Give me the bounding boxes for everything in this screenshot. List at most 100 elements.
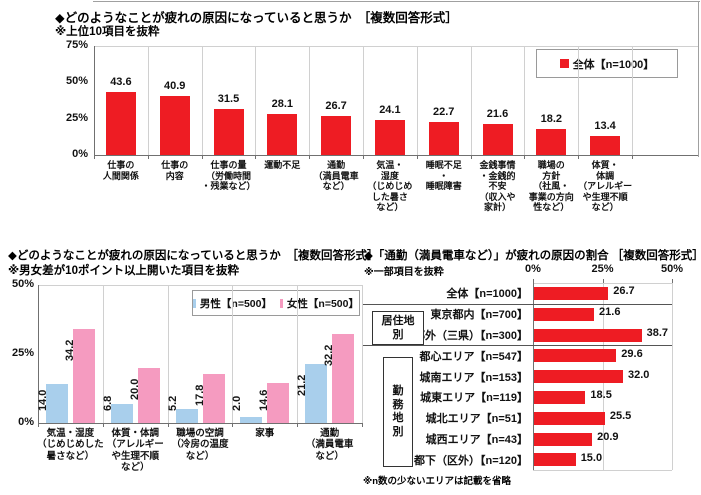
- chart3-value-label: 18.5: [590, 389, 612, 402]
- chart3-x-tick-label: 50%: [660, 263, 684, 275]
- chart3-bar: [534, 370, 623, 384]
- chart1-value-label: 21.6: [486, 107, 509, 120]
- chart2-value-label: 34.2: [63, 339, 76, 361]
- chart2-value-label: 14.0: [36, 389, 49, 411]
- chart3-bar: [534, 328, 642, 342]
- chart2-category-label: 通勤 （満員電車 など）: [305, 428, 354, 462]
- chart1-value-label: 43.6: [110, 75, 132, 88]
- chart1-bar: [267, 114, 298, 155]
- chart1-axis-tick: [416, 155, 418, 159]
- chart2-value-label: 32.2: [323, 344, 336, 367]
- chart1-category-separator: [363, 46, 364, 155]
- chart2-axis-tick: [102, 423, 104, 427]
- chart1-axis-tick: [147, 155, 149, 159]
- chart2-y-axis: [38, 285, 39, 423]
- chart1-legend: 全体【n=1000】: [536, 49, 678, 78]
- chart2-bar-male: [110, 404, 133, 423]
- chart1-frame-top: [93, 1, 700, 2]
- chart2-category-separator: [167, 285, 169, 423]
- chart1-y-tick-label: 50%: [65, 75, 88, 88]
- chart3-value-label: 21.6: [599, 306, 621, 319]
- chart1-value-label: 40.9: [163, 79, 186, 92]
- chart3-row-label: 城南エリア【n=153】: [419, 371, 529, 384]
- chart2-bar-female: [267, 382, 290, 423]
- chart3-row-label: 都外（三県）【n=300】: [414, 330, 528, 342]
- chart2-y-tick-label: 25%: [11, 347, 34, 359]
- legend-label-male: 男性【n=500】: [199, 297, 272, 310]
- chart1-category-separator: [255, 46, 257, 155]
- chart2-bar-female: [72, 328, 95, 423]
- chart1-category-label: 仕事の 内容: [161, 160, 189, 181]
- chart1-category-separator: [578, 46, 580, 155]
- chart1-bar: [105, 91, 136, 155]
- chart3-y-axis: [533, 283, 534, 471]
- chart2-category-separator: [102, 285, 104, 423]
- chart1-y-tick-label: 75%: [65, 39, 88, 51]
- legend-marker-female: [280, 298, 283, 308]
- chart2-axis-tick: [38, 423, 39, 427]
- chart3-row-label: 城東エリア【n=119】: [420, 392, 528, 405]
- chart3-x-tick-label: 0%: [525, 263, 541, 275]
- chart2-value-label: 2.0: [231, 395, 244, 411]
- chart3-value-label: 38.7: [646, 327, 668, 339]
- chart1-category-label: 仕事の 人間関係: [102, 160, 139, 181]
- chart3-value-label: 20.9: [597, 431, 619, 443]
- chart1-y-tick-label: 25%: [65, 111, 88, 124]
- chart1-bar: [374, 119, 405, 155]
- chart3-bar: [534, 307, 595, 321]
- chart1-category-separator: [309, 46, 311, 155]
- chart3-row-label: 城西エリア【n=43】: [425, 434, 528, 446]
- chart1-bar: [536, 128, 567, 155]
- chart1-y-axis: [94, 46, 95, 155]
- chart1-y-tick-label: 0%: [72, 148, 88, 160]
- chart3-value-label: 29.6: [621, 347, 643, 360]
- chart2-axis-tick: [167, 423, 169, 427]
- chart1-axis-tick: [470, 155, 472, 159]
- chart3-value-label: 25.5: [609, 410, 632, 423]
- chart2-x-axis: [38, 423, 362, 424]
- chart1-bar: [428, 122, 459, 155]
- chart1-title: ◆どのようなことが疲れの原因になっていると思うか ［複数回答形式］: [55, 11, 458, 25]
- chart2-bar-female: [137, 367, 160, 423]
- chart1-axis-tick: [524, 155, 526, 159]
- chart2-bar-male: [45, 384, 68, 423]
- chart1-category-separator: [147, 46, 149, 155]
- chart1-category-label: 睡眠不足 ・ 睡眠障害: [425, 160, 462, 192]
- chart3-footnote: ※n数の少ないエリアは記載を省略: [363, 476, 512, 487]
- chart1-category-label: 通勤 （満員電車 など）: [313, 160, 359, 192]
- chart3-bar: [534, 390, 586, 404]
- chart2-value-label: 20.0: [128, 378, 141, 400]
- chart1-bar: [213, 109, 244, 155]
- chart2-y-tick-label: 0%: [18, 416, 34, 428]
- chart3-subtitle: ※一部項目を抜粋: [364, 267, 444, 278]
- chart3-plot-bottom-border: [533, 470, 672, 472]
- chart1-category-separator: [416, 46, 418, 155]
- legend-label-total: 全体【n=1000】: [572, 58, 655, 71]
- chart1-x-axis: [94, 155, 698, 156]
- chart3-value-label: 32.0: [627, 368, 650, 381]
- chart3-axis-tick: [533, 279, 534, 283]
- chart1-value-label: 18.2: [540, 112, 562, 125]
- chart3-bar: [534, 432, 593, 446]
- chart2-category-label: 体質・体調 （アレルギー や生理不順 など）: [106, 428, 164, 474]
- chart1-axis-tick: [309, 155, 311, 159]
- chart2-category-separator: [232, 285, 234, 423]
- chart3-value-label: 15.0: [580, 451, 603, 464]
- chart3-axis-tick: [602, 279, 604, 283]
- chart1-value-label: 22.7: [432, 106, 455, 118]
- chart3-group-label-workplace: 勤務地別: [383, 357, 413, 467]
- chart1-category-label: 体質・ 体調 （アレルギー や生理不順 など）: [578, 160, 633, 213]
- chart3-row-label: 東京都内【n=700】: [430, 309, 529, 322]
- chart2-plot-top-border: [38, 285, 362, 286]
- chart3-row-label: 都心エリア【n=547】: [419, 350, 529, 363]
- chart1-axis-tick: [255, 155, 257, 159]
- chart1-axis-tick: [578, 155, 580, 159]
- chart2-value-label: 17.8: [193, 384, 206, 406]
- group-label-text: 居住地別: [381, 315, 415, 341]
- chart1-bar: [159, 95, 190, 155]
- chart3-row-label: 城北エリア【n=51】: [425, 413, 528, 426]
- chart1-category-label: 仕事の量 （労働時間 ・残業など）: [201, 160, 256, 192]
- chart1-bar: [590, 135, 621, 155]
- chart1-category-separator: [632, 46, 633, 155]
- chart2-axis-tick: [297, 423, 299, 427]
